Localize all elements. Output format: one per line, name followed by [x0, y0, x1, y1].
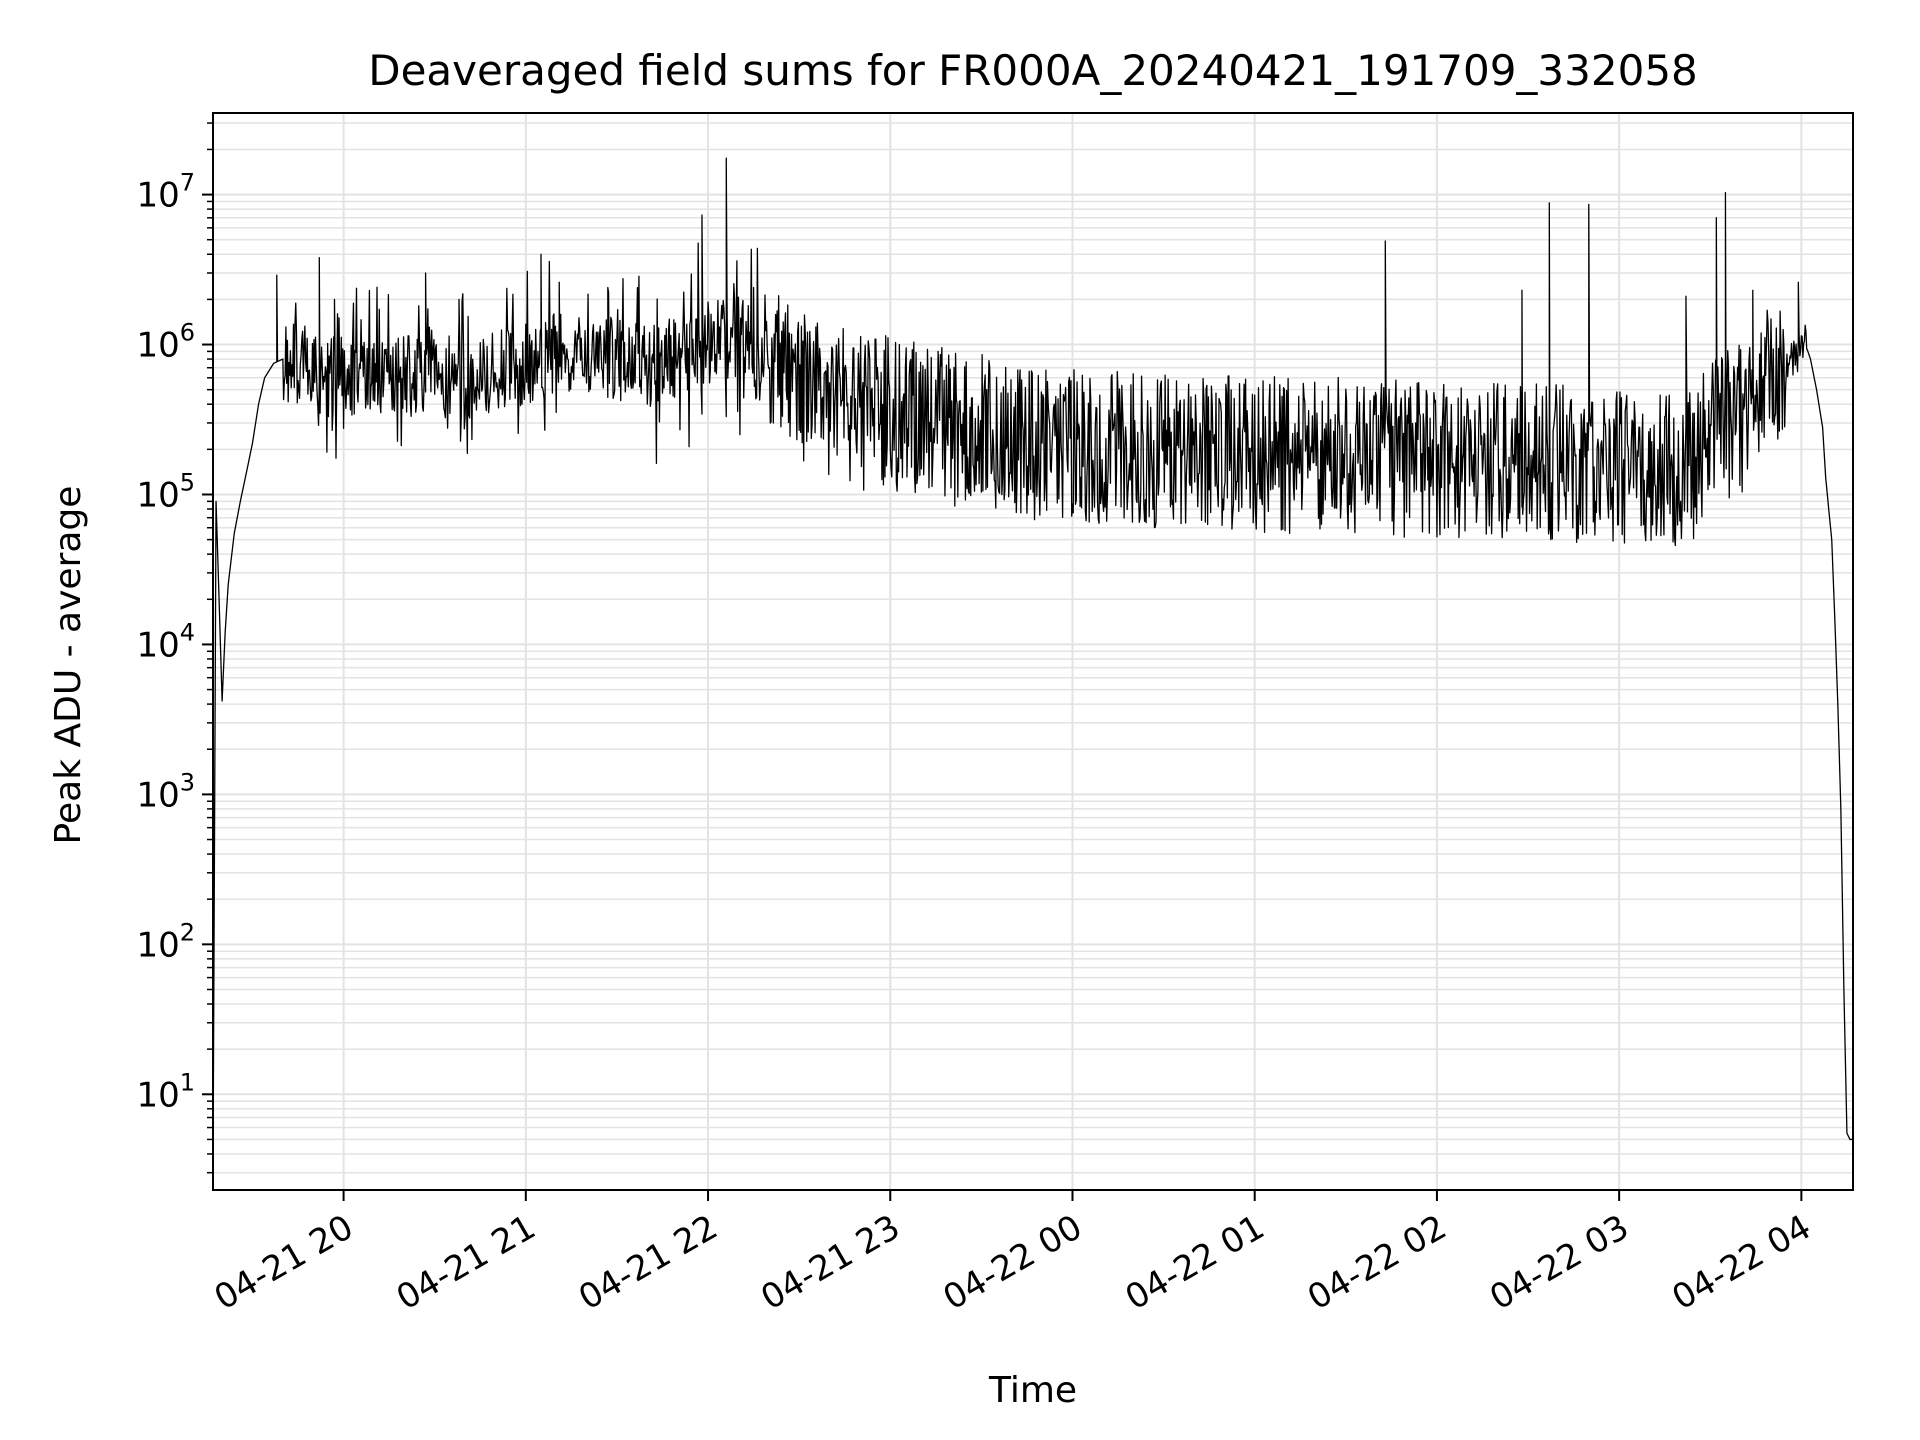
- y-tick-exponent: 1: [180, 1068, 195, 1096]
- y-axis-label: Peak ADU - average: [48, 486, 89, 845]
- y-tick-base: 10: [136, 925, 179, 965]
- y-tick-base: 10: [136, 326, 179, 366]
- y-tick-label: 103: [136, 768, 195, 815]
- y-tick-base: 10: [136, 1075, 179, 1115]
- y-tick-exponent: 7: [180, 169, 195, 197]
- series-line: [213, 157, 1853, 1173]
- grid-major-lines: [213, 113, 1853, 1190]
- y-tick-base: 10: [136, 176, 179, 216]
- x-axis-label: Time: [988, 1370, 1077, 1411]
- y-tick-base: 10: [136, 625, 179, 665]
- series-layer: [213, 157, 1853, 1173]
- y-tick-label: 101: [136, 1068, 195, 1115]
- y-tick-exponent: 5: [180, 468, 195, 496]
- y-tick-exponent: 6: [180, 319, 195, 347]
- y-tick-label: 105: [136, 468, 195, 515]
- y-tick-label: 107: [136, 169, 195, 216]
- y-tick-base: 10: [136, 775, 179, 815]
- y-tick-label: 106: [136, 319, 195, 366]
- y-tick-exponent: 3: [180, 768, 195, 796]
- y-tick-exponent: 4: [180, 618, 195, 646]
- y-tick-label: 102: [136, 918, 195, 965]
- y-tick-label: 104: [136, 618, 195, 665]
- chart-title: Deaveraged field sums for FR000A_2024042…: [368, 46, 1698, 95]
- y-tick-base: 10: [136, 475, 179, 515]
- y-tick-exponent: 2: [180, 918, 195, 946]
